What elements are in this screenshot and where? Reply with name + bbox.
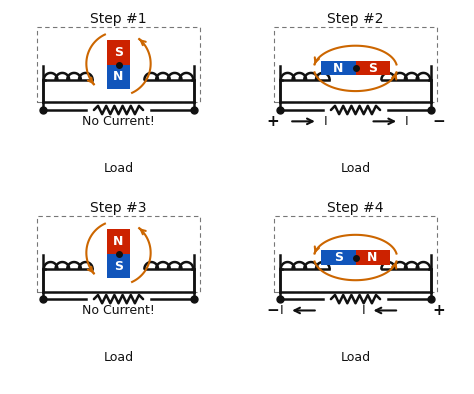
Text: S: S — [334, 251, 343, 264]
Text: Step #1: Step #1 — [90, 12, 147, 26]
Text: −: − — [266, 303, 279, 318]
Bar — [356, 251, 390, 265]
Text: Load: Load — [103, 162, 134, 175]
Text: Step #4: Step #4 — [327, 201, 384, 215]
Bar — [107, 254, 130, 278]
Bar — [37, 27, 200, 102]
Text: +: + — [432, 303, 445, 318]
Text: N: N — [333, 62, 344, 75]
Text: +: + — [266, 114, 279, 129]
Text: S: S — [114, 260, 123, 273]
Text: −: − — [432, 114, 445, 129]
Bar — [107, 65, 130, 89]
Text: I: I — [405, 115, 409, 128]
Text: N: N — [367, 251, 378, 264]
Text: N: N — [113, 235, 124, 248]
Text: I: I — [323, 115, 327, 128]
Text: I: I — [280, 304, 283, 317]
Text: No Current!: No Current! — [82, 304, 155, 317]
Text: Load: Load — [340, 351, 371, 364]
Text: N: N — [113, 71, 124, 84]
Text: Step #3: Step #3 — [90, 201, 147, 215]
Text: Load: Load — [103, 351, 134, 364]
Bar — [321, 61, 356, 76]
Text: S: S — [114, 46, 123, 59]
Text: Step #2: Step #2 — [327, 12, 384, 26]
Bar — [37, 216, 200, 292]
Bar — [274, 216, 437, 292]
Bar — [356, 61, 390, 76]
Bar — [107, 229, 130, 254]
Text: S: S — [368, 62, 377, 75]
Bar — [274, 27, 437, 102]
Text: No Current!: No Current! — [82, 115, 155, 128]
Bar — [107, 40, 130, 65]
Bar — [321, 251, 356, 265]
Text: Load: Load — [340, 162, 371, 175]
Text: I: I — [361, 304, 365, 317]
